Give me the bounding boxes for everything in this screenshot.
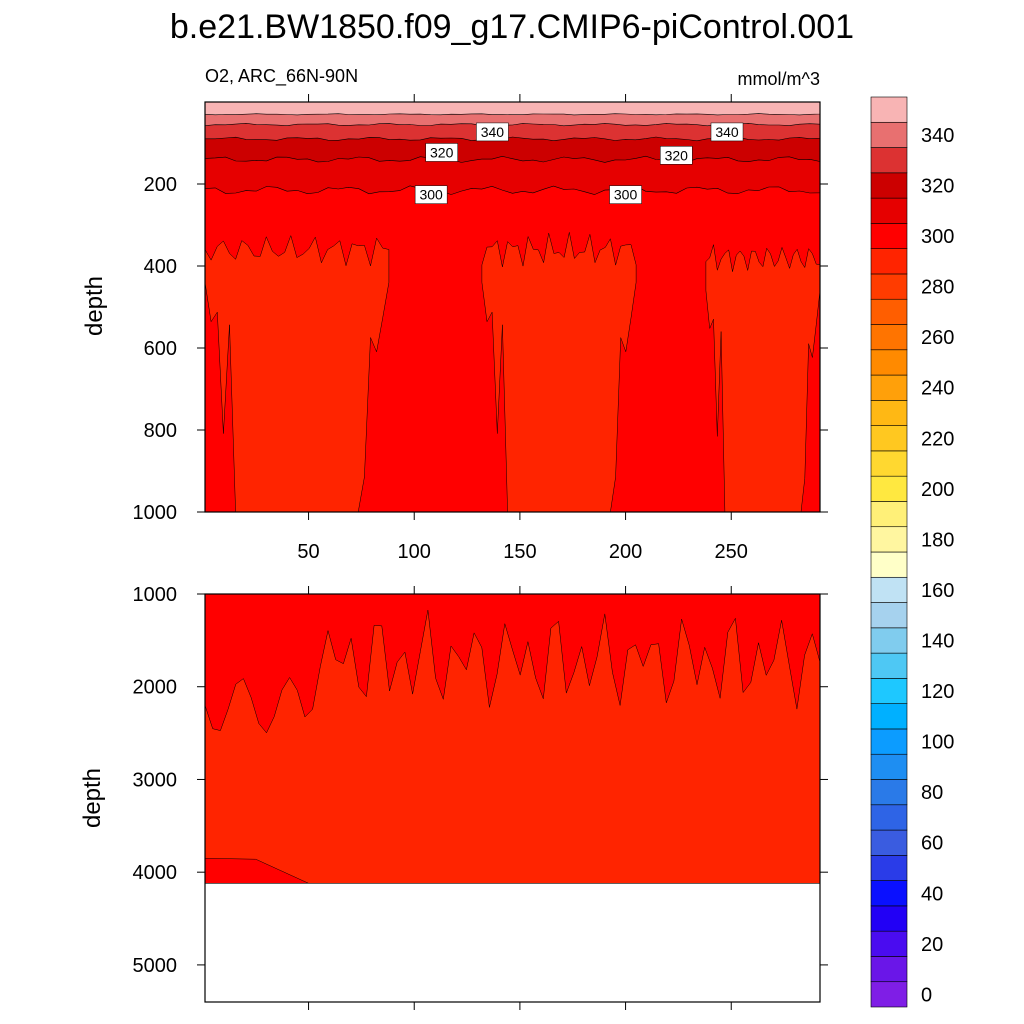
colorbar-box (870, 197, 908, 224)
colorbar-box (870, 930, 908, 957)
colorbar-label: 320 (921, 175, 954, 197)
colorbar-label: 40 (921, 883, 943, 905)
colorbar-box (870, 501, 908, 528)
top-ytick-label: 800 (144, 420, 177, 442)
colorbar-box (870, 425, 908, 452)
colorbar-label: 100 (921, 732, 954, 754)
colorbar-box (870, 551, 908, 578)
contour-label: 300 (414, 185, 448, 204)
colorbar-box (870, 753, 908, 780)
colorbar-box (870, 223, 908, 249)
colorbar-box (870, 526, 908, 553)
colorbar-box (870, 779, 908, 806)
top-band-350 (204, 101, 821, 116)
colorbar-box (870, 855, 908, 881)
contour-label-text: 340 (481, 124, 505, 140)
bottom-missing (205, 883, 820, 1002)
colorbar-label: 280 (921, 277, 954, 299)
top-frame (204, 101, 821, 513)
colorbar-box (870, 349, 908, 376)
contour-label-text: 340 (715, 124, 739, 140)
colorbar-label: 300 (921, 226, 954, 248)
colorbar-box (870, 804, 908, 831)
colorbar-label: 60 (921, 833, 943, 855)
colorbar-box (870, 248, 908, 275)
variable-label: O2, ARC_66N-90N (205, 66, 358, 87)
colorbar-box (870, 475, 908, 502)
colorbar-box (870, 627, 908, 654)
contour-label-text: 300 (614, 187, 638, 203)
colorbar-box (870, 981, 908, 1008)
contour-label: 300 (609, 185, 642, 204)
colorbar-box (870, 273, 908, 300)
top-panel: 340 340 320 320 300 300 200 400 600 800 1000 50 100 1… (133, 94, 828, 563)
contour-label-text: 320 (430, 144, 454, 160)
contour-label: 320 (425, 143, 458, 162)
colorbar-label: 240 (921, 378, 954, 400)
top-ytick-label: 200 (144, 174, 177, 196)
colorbar-label: 80 (921, 782, 943, 804)
top-ytick-label: 1000 (133, 502, 178, 524)
colorbar-box (870, 121, 908, 148)
colorbar-box (870, 400, 908, 426)
bottom-panel: 1000 2000 3000 4000 5000 (133, 584, 828, 1010)
colorbar-box (870, 450, 908, 477)
top-xtick-label: 50 (297, 541, 319, 563)
colorbar-label: 0 (921, 984, 932, 1006)
colorbar-box (870, 324, 908, 351)
top-ytick-label: 600 (144, 338, 177, 360)
top-xtick-label: 100 (398, 541, 431, 563)
colorbar-box (870, 728, 908, 755)
top-panel-ylabel: depth (81, 276, 108, 336)
colorbar-box (870, 172, 908, 199)
colorbar-box (870, 703, 908, 730)
contour-label-text: 300 (419, 187, 443, 203)
colorbar-box (870, 678, 908, 704)
units-label: mmol/m^3 (738, 69, 820, 89)
colorbar-label: 120 (921, 681, 954, 703)
colorbar: 0 20 40 60 80 100 120 140 160 180 200 220 240 260 280 3… (870, 96, 954, 1008)
bottom-ytick-label: 4000 (133, 862, 178, 884)
colorbar-label: 260 (921, 327, 954, 349)
chart-title: b.e21.BW1850.f09_g17.CMIP6-piControl.001 (170, 8, 854, 46)
colorbar-box (870, 298, 908, 325)
bottom-ytick-label: 2000 (133, 677, 178, 699)
colorbar-label: 340 (921, 125, 954, 147)
colorbar-box (870, 905, 908, 932)
colorbar-box (870, 652, 908, 679)
top-ytick-label: 400 (144, 256, 177, 278)
colorbar-box (870, 602, 908, 629)
colorbar-label: 200 (921, 479, 954, 501)
colorbar-box (870, 374, 908, 401)
bottom-panel-ylabel: depth (79, 768, 106, 828)
top-xtick-label: 150 (503, 541, 536, 563)
contour-label: 320 (660, 146, 693, 165)
colorbar-box (870, 880, 908, 907)
colorbar-label: 220 (921, 428, 954, 450)
bottom-ytick-label: 5000 (133, 955, 178, 977)
contour-label: 340 (476, 122, 509, 142)
bottom-region-300 (204, 593, 821, 734)
colorbar-box (870, 576, 908, 603)
colorbar-label: 160 (921, 580, 954, 602)
colorbar-box (870, 956, 908, 983)
bottom-ytick-label: 1000 (133, 584, 178, 606)
top-xtick-label: 200 (609, 541, 642, 563)
colorbar-box (870, 147, 908, 174)
colorbar-label: 180 (921, 529, 954, 551)
colorbar-box (870, 96, 908, 123)
bottom-frame (204, 593, 821, 1003)
colorbar-box (870, 829, 908, 856)
bottom-ytick-label: 3000 (133, 769, 178, 791)
colorbar-label: 20 (921, 934, 943, 956)
contour-label: 340 (710, 122, 744, 142)
colorbar-label: 140 (921, 630, 954, 652)
contour-label-text: 320 (665, 147, 689, 163)
top-xtick-label: 250 (715, 541, 748, 563)
